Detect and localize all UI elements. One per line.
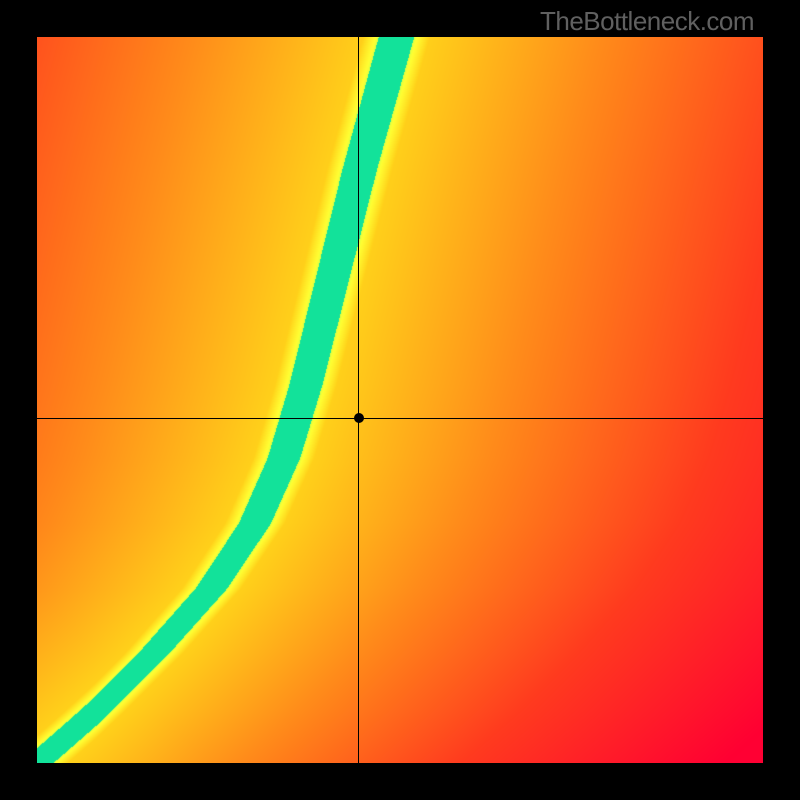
watermark-label: TheBottleneck.com xyxy=(540,6,754,37)
crosshair-horizontal xyxy=(37,418,763,419)
crosshair-vertical xyxy=(358,37,359,763)
bottleneck-heatmap xyxy=(37,37,763,763)
selection-marker xyxy=(354,413,364,423)
